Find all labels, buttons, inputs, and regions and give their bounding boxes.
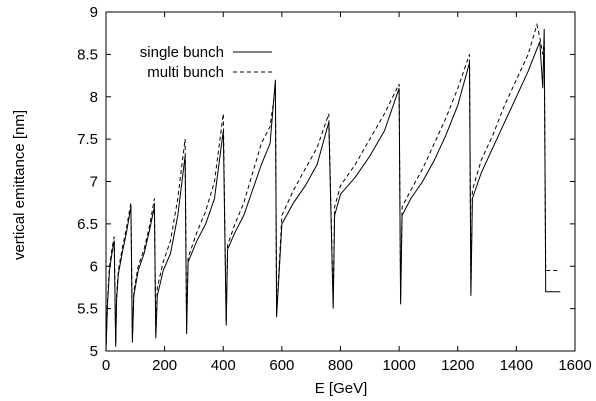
y-tick-label: 7.5 [77, 131, 98, 148]
plot-area: 0 200 400 600 800 1000 1200 1400 1600 5 5.5 6 6.5 7 7… [77, 4, 592, 374]
x-tick-label: 1000 [382, 357, 415, 374]
y-axis-ticks: 5 5.5 6 6.5 7 7.5 8 8.5 9 [77, 4, 575, 360]
x-tick-label: 0 [102, 357, 110, 374]
x-tick-label: 1200 [441, 357, 474, 374]
plot-frame [105, 11, 576, 352]
x-tick-label: 600 [269, 357, 294, 374]
legend: single bunch multi bunch [140, 44, 272, 81]
x-axis-label: E [GeV] [315, 380, 368, 397]
y-tick-label: 5.5 [77, 301, 98, 318]
y-tick-label: 7 [90, 174, 98, 191]
legend-label-multi-bunch: multi bunch [147, 64, 224, 81]
series-line-multi-bunch [105, 22, 561, 352]
legend-label-single-bunch: single bunch [140, 44, 224, 61]
x-tick-label: 200 [152, 357, 177, 374]
x-tick-label: 800 [328, 357, 353, 374]
x-tick-label: 1600 [558, 357, 591, 374]
x-axis-ticks: 0 200 400 600 800 1000 1200 1400 1600 [102, 12, 592, 374]
x-tick-label: 400 [211, 357, 236, 374]
y-tick-label: 6.5 [77, 216, 98, 233]
series-layer [105, 22, 561, 352]
y-tick-label: 9 [90, 4, 98, 21]
y-axis-label: vertical emittance [nm] [11, 110, 28, 260]
y-tick-label: 5 [90, 343, 98, 360]
y-tick-label: 6 [90, 258, 98, 275]
x-tick-label: 1400 [500, 357, 533, 374]
y-tick-label: 8.5 [77, 46, 98, 63]
y-tick-label: 8 [90, 89, 98, 106]
